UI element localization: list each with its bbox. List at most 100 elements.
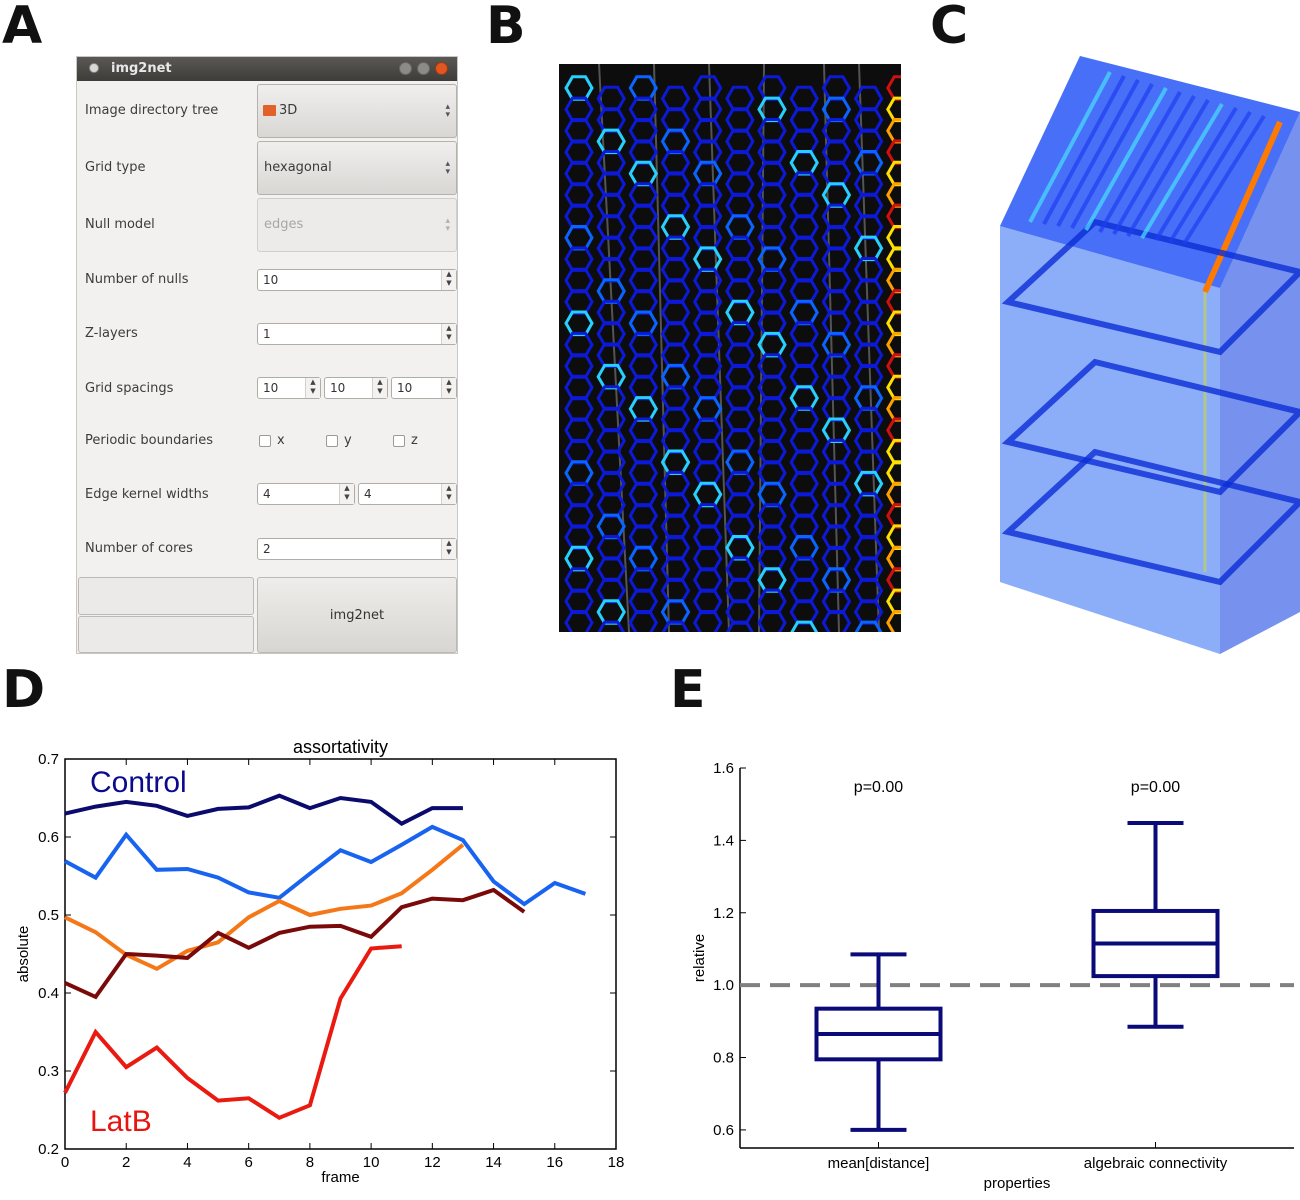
- folder-icon: [263, 105, 276, 116]
- hex-cell: [564, 460, 594, 486]
- hex-cell: [789, 577, 819, 604]
- edge-kernel-width-1-spin[interactable]: 4 ▲ ▼: [257, 483, 355, 505]
- hex-cell: [628, 310, 659, 337]
- hex-cell: [596, 385, 626, 411]
- panel-letter-d: D: [2, 660, 46, 720]
- panel-letter-a: A: [2, 0, 43, 56]
- top-edge: [1028, 71, 1112, 223]
- hex-cell: [789, 470, 819, 497]
- hex-cell: [789, 150, 819, 176]
- y-tick-label: 0.6: [38, 829, 59, 846]
- hex-cell: [757, 460, 787, 486]
- hex-cell: [886, 588, 901, 615]
- hex-cell: [757, 417, 787, 443]
- p-value-label: p=0.00: [1131, 779, 1180, 796]
- spin-arrows-icon[interactable]: ▲ ▼: [441, 324, 456, 344]
- hex-cell: [596, 428, 626, 454]
- hex-cell: [596, 535, 626, 561]
- hex-cell: [821, 310, 852, 337]
- hex-cell: [789, 535, 819, 561]
- hex-cell: [886, 481, 901, 508]
- hex-cell: [789, 171, 819, 197]
- hex-cell: [821, 246, 852, 272]
- hex-cell: [628, 460, 659, 486]
- hex-cell: [564, 96, 594, 123]
- hex-cell: [692, 225, 723, 251]
- hex-cell: [853, 192, 884, 219]
- spin-arrows-icon[interactable]: ▲ ▼: [441, 484, 456, 504]
- combo-arrows-icon: ▴ ▾: [445, 159, 450, 177]
- front-face: [1000, 226, 1220, 654]
- grid-spacing-z-spin[interactable]: 10 ▲ ▼: [391, 377, 457, 399]
- hex-cell: [660, 406, 691, 433]
- panel-letter-c: C: [930, 0, 969, 56]
- minimize-icon[interactable]: [417, 62, 430, 75]
- empty-button-2[interactable]: [78, 616, 254, 653]
- grid-spacing-y-spin[interactable]: 10 ▲ ▼: [324, 377, 388, 399]
- run-img2net-button[interactable]: img2net: [257, 577, 457, 653]
- spin-arrows-icon[interactable]: ▲ ▼: [339, 484, 354, 504]
- spin-arrows-icon[interactable]: ▲ ▼: [305, 378, 320, 398]
- spin-arrows-icon[interactable]: ▲ ▼: [441, 539, 456, 559]
- hex-cell: [692, 182, 723, 208]
- periodic-z-checkbox[interactable]: [393, 435, 405, 447]
- hex-cell: [660, 128, 691, 155]
- hex-cell: [886, 96, 901, 123]
- empty-button-1[interactable]: [78, 577, 254, 615]
- image-directory-combo[interactable]: 3D ▴ ▾: [257, 84, 457, 138]
- edge-kernel-width-2-spin[interactable]: 4 ▲ ▼: [358, 483, 457, 505]
- hex-cell: [660, 385, 691, 411]
- hex-cell: [596, 235, 626, 262]
- ridge-line: [1202, 120, 1283, 294]
- hex-cell: [757, 503, 787, 529]
- hex-cell: [564, 75, 594, 101]
- hex-cell: [564, 203, 594, 230]
- top-edge: [1112, 94, 1196, 236]
- y-tick-label: 0.4: [38, 985, 59, 1002]
- window-titlebar[interactable]: img2net: [77, 57, 457, 81]
- z-layers-spin[interactable]: 1 ▲ ▼: [257, 323, 457, 345]
- hex-cell: [821, 289, 852, 315]
- grid-type-combo[interactable]: hexagonal ▴ ▾: [257, 141, 457, 195]
- z-layers-value: 1: [263, 327, 271, 341]
- hex-cell: [821, 610, 852, 632]
- hex-cell: [596, 492, 626, 518]
- hex-cell: [853, 385, 884, 411]
- hex-cell: [628, 438, 659, 465]
- hex-cell: [886, 225, 901, 251]
- spin-arrows-icon[interactable]: ▲ ▼: [441, 378, 456, 398]
- hex-cell: [628, 610, 659, 632]
- number-of-cores-spin[interactable]: 2 ▲ ▼: [257, 538, 457, 560]
- img2net-window: img2net Image directory tree 3D ▴ ▾ Grid …: [76, 56, 458, 654]
- hex-cell: [757, 610, 787, 632]
- x-tick-label: 2: [122, 1154, 130, 1171]
- x-tick-label: 6: [244, 1154, 252, 1171]
- periodic-y-checkbox[interactable]: [326, 435, 338, 447]
- layer-slab: [1001, 448, 1300, 586]
- hex-cell: [660, 150, 691, 176]
- x-tick-label: algebraic connectivity: [1084, 1155, 1228, 1172]
- hex-cell: [596, 85, 626, 112]
- hex-cell: [564, 545, 594, 572]
- hex-cell: [821, 417, 852, 443]
- hex-cell: [886, 182, 901, 208]
- hex-cell: [628, 481, 659, 508]
- y-tick-label: 0.2: [38, 1141, 59, 1158]
- periodic-x-checkbox[interactable]: [259, 435, 271, 447]
- number-of-nulls-spin[interactable]: 10 ▲ ▼: [257, 269, 457, 291]
- periodic-z-label: z: [411, 433, 418, 448]
- hex-cell: [628, 503, 659, 529]
- series-line-0: [64, 793, 463, 827]
- spin-arrows-icon[interactable]: ▲ ▼: [441, 270, 456, 290]
- maximize-icon[interactable]: [399, 62, 412, 75]
- hex-cell: [692, 374, 723, 401]
- hex-cell: [692, 417, 723, 443]
- top-edge: [1168, 110, 1252, 244]
- close-icon[interactable]: [435, 62, 448, 75]
- grid-spacing-x-spin[interactable]: 10 ▲ ▼: [257, 377, 321, 399]
- hex-cell: [628, 545, 659, 572]
- spin-arrows-icon[interactable]: ▲ ▼: [372, 378, 387, 398]
- hex-cell: [692, 203, 723, 230]
- y-tick-label: 1.6: [713, 760, 734, 777]
- hex-cell: [821, 567, 852, 593]
